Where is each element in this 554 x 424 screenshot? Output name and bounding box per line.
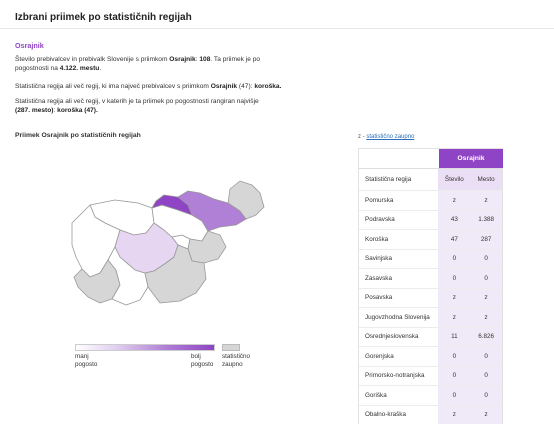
nodata-swatch (222, 344, 240, 351)
region-cell: Jugovzhodna Slovenija (365, 313, 430, 321)
summary-text: Statistična regija ali več regij, v kate… (15, 98, 259, 105)
legend-nodata-line: zaupno (222, 361, 243, 368)
count-cell: 47 (438, 230, 471, 249)
rank-cell: z (470, 405, 502, 424)
rank-cell: 0 (470, 269, 502, 288)
summary-text: Število prebivalcev in prebivalk Sloveni… (15, 56, 170, 63)
table-row: Osrednjeslovenska 11 6.826 (359, 326, 502, 346)
table-header-row: Statistična regija Število Mesto (359, 168, 502, 190)
count-cell: 0 (438, 386, 471, 405)
legend-more-line: bolj (191, 353, 201, 360)
table-row: Jugovzhodna Slovenija z z (359, 307, 502, 327)
region-podravska[interactable] (177, 190, 247, 232)
legend-nodata-line: statistično (222, 353, 250, 360)
legend-less-line: manj (75, 353, 89, 360)
summary-text: Statistična regija ali več regij, ki ima… (15, 83, 211, 90)
legend-nodata: statistično zaupno (222, 353, 250, 369)
region-cell: Savinjska (365, 255, 392, 263)
region-cell: Pomurska (365, 196, 394, 204)
region-cell: Zasavska (365, 274, 392, 282)
summary-surname: Osrajnik (210, 83, 238, 90)
summary-text: pogostnosti na (15, 65, 60, 72)
legend-more: bolj pogosto (191, 353, 213, 369)
table-row: Podravska 43 1.388 (359, 209, 502, 229)
rank-cell: 0 (470, 249, 502, 268)
summary-text: : (53, 107, 58, 114)
table-row: Obalno-kraška z z (359, 404, 502, 424)
table-row: Pomurska z z (359, 190, 502, 210)
count-cell: 0 (438, 269, 471, 288)
rank-cell: 0 (470, 347, 502, 366)
summary-rank-value: (287. mesto) (15, 107, 54, 114)
table-row: Posavska z z (359, 287, 502, 307)
table-row: Koroška 47 287 (359, 229, 502, 249)
confidential-link[interactable]: statistično zaupno (366, 134, 415, 140)
table-top-header: Osrajnik (359, 149, 503, 168)
count-cell: 43 (438, 210, 471, 229)
region-cell: Posavska (365, 294, 393, 302)
region-jugovzhodna[interactable] (144, 244, 207, 304)
count-cell: z (438, 405, 471, 424)
legend-less: manj pogosto (75, 353, 97, 369)
map-title: Priimek Osrajnik po statističnih regijah (15, 132, 141, 139)
rank-cell: 0 (470, 386, 502, 405)
table-row: Primorsko-notranjska 0 0 (359, 365, 502, 385)
region-pomurska[interactable] (227, 180, 265, 220)
summary-text: (47): (237, 83, 255, 90)
confidential-note-prefix: z - (358, 134, 367, 140)
count-cell: z (438, 191, 471, 210)
rank-cell: 6.826 (470, 327, 502, 346)
col-header-region: Statistična regija (365, 176, 412, 183)
divider (0, 28, 554, 29)
confidential-note: z - statistično zaupno (358, 134, 414, 140)
summary-text: . (99, 65, 102, 72)
count-cell: z (438, 288, 471, 307)
rank-cell: 287 (470, 230, 502, 249)
region-map (71, 180, 265, 306)
rank-cell: z (470, 288, 502, 307)
summary-top-rank: Statistična regija ali več regij, v kate… (15, 97, 285, 115)
rank-cell: z (470, 191, 502, 210)
count-cell: 0 (438, 347, 471, 366)
summary-count: Število prebivalcev in prebivalk Sloveni… (15, 55, 285, 73)
frequency-gradient (75, 344, 215, 351)
page-title: Izbrani priimek po statističnih regijah (15, 12, 192, 23)
count-cell: 0 (438, 249, 471, 268)
summary-surname: Osrajnik (169, 56, 196, 63)
rank-cell: 0 (470, 366, 502, 385)
region-cell: Podravska (365, 216, 395, 224)
region-cell: Koroška (365, 235, 389, 243)
count-cell: 0 (438, 366, 471, 385)
count-cell: z (438, 308, 471, 327)
count-cell: 11 (438, 327, 471, 346)
region-cell: Osrednjeslovenska (365, 333, 419, 341)
surname-heading: Osrajnik (15, 41, 44, 50)
summary-rank-value: 4.122. mestu (59, 65, 100, 72)
summary-count-value: 108 (199, 56, 211, 63)
table-row: Savinjska 0 0 (359, 248, 502, 268)
summary-region-value: koroška. (254, 83, 282, 90)
region-cell: Goriška (365, 391, 387, 399)
rank-cell: 1.388 (470, 210, 502, 229)
table-surname-header: Osrajnik (439, 149, 503, 168)
table-row: Goriška 0 0 (359, 385, 502, 405)
summary-text: : (195, 56, 200, 63)
table-row: Gorenjska 0 0 (359, 346, 502, 366)
region-cell: Obalno-kraška (365, 411, 406, 419)
col-header-rank: Mesto (470, 169, 502, 190)
region-table: Osrajnik Statistična regija Število Mest… (358, 148, 503, 424)
summary-top-region: Statistična regija ali več regij, ki ima… (15, 82, 285, 91)
region-cell: Gorenjska (365, 352, 394, 360)
rank-cell: z (470, 308, 502, 327)
table-row: Zasavska 0 0 (359, 268, 502, 288)
region-cell: Primorsko-notranjska (365, 372, 425, 380)
legend-less-line: pogosto (75, 361, 98, 368)
legend-more-line: pogosto (191, 361, 214, 368)
col-header-count: Število (438, 169, 471, 190)
table-body: Pomurska z z Podravska 43 1.388 Koroška 47 287 Sa… (359, 190, 502, 424)
summary-text: . Ta priimek je po (210, 56, 261, 63)
summary-region-value: koroška (47). (57, 107, 98, 114)
